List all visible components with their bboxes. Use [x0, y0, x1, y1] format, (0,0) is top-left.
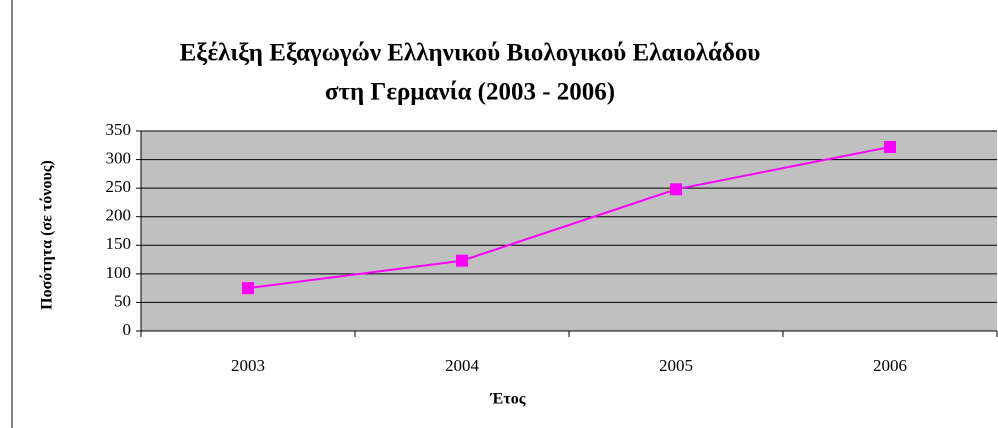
x-tick-label: 2003 [231, 356, 265, 375]
y-tick-label: 100 [106, 263, 132, 282]
x-tick-label: 2006 [873, 356, 907, 375]
y-tick-label: 150 [106, 234, 132, 253]
y-tick-label: 300 [106, 148, 132, 167]
chart-title: Εξέλιξη Εξαγωγών Ελληνικού Βιολογικού Ελ… [180, 40, 761, 67]
plot-area [141, 131, 997, 331]
y-tick-label: 50 [114, 291, 131, 310]
series-line [247, 146, 891, 290]
data-point [670, 183, 682, 196]
y-tick-label: 200 [106, 206, 132, 225]
data-point [884, 141, 896, 153]
y-axis-label: Ποσότητα (σε τόνους) [39, 160, 56, 310]
x-axis-label: Έτος [490, 391, 526, 408]
chart-title: στη Γερμανία (2003 - 2006) [325, 79, 615, 106]
data-point [242, 282, 254, 295]
x-tick-label: 2005 [659, 356, 693, 375]
x-tick-label: 2004 [445, 356, 480, 375]
y-tick-label: 350 [106, 120, 132, 139]
y-tick-label: 250 [106, 177, 132, 196]
y-tick-label: 0 [123, 320, 132, 339]
data-point [456, 254, 468, 267]
